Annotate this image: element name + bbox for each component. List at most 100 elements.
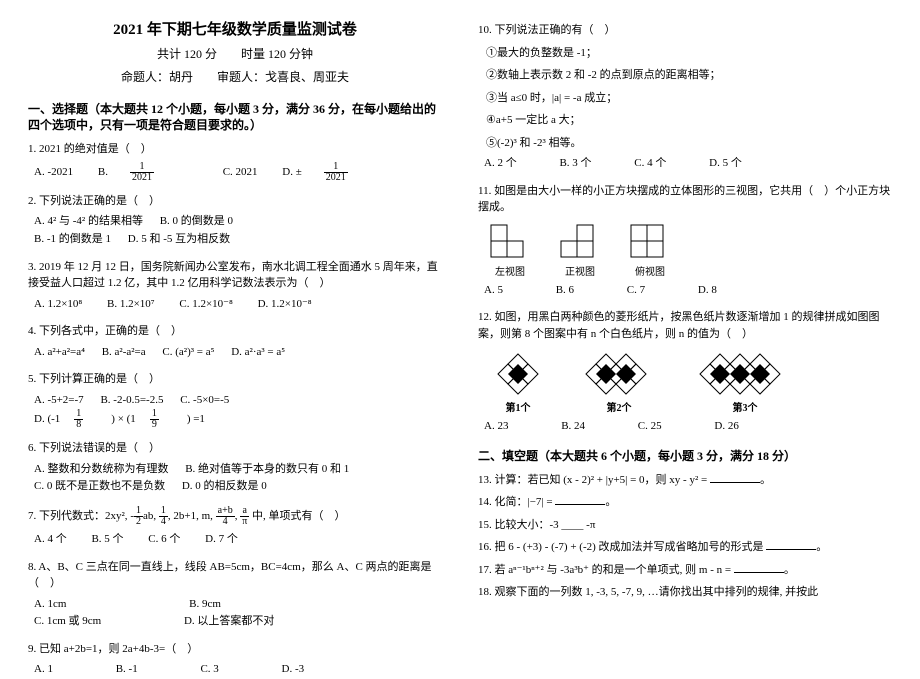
q2-text: 2. 下列说法正确的是（ ）	[28, 193, 442, 210]
q15: 15. 比较大小：-3 ____ -π	[478, 517, 892, 534]
section-1-heading: 一、选择题（本大题共 12 个小题，每小题 3 分，满分 36 分，在每小题给出…	[28, 101, 442, 133]
q8-D: D. 以上答案都不对	[184, 613, 274, 631]
q1-D: D. ±12021	[282, 162, 391, 183]
q16: 16. 把 6 - (+3) - (-7) + (-2) 改成加法并写成省略加号…	[478, 539, 892, 556]
view-front: 正视图	[560, 224, 600, 278]
q10-s2: ②数轴上表示数 2 和 -2 的点到原点的距离相等；	[486, 67, 892, 84]
q10-options: A. 2 个 B. 3 个 C. 4 个 D. 5 个	[484, 155, 892, 173]
q3-A: A. 1.2×10⁸	[34, 296, 82, 314]
q10-s1: ①最大的负整数是 -1；	[486, 45, 892, 62]
q12-options: A. 23 B. 24 C. 25 D. 26	[484, 418, 892, 436]
q2-D: D. 5 和 -5 互为相反数	[128, 231, 230, 249]
q1-text: 1. 2021 的绝对值是（ ）	[28, 141, 442, 158]
view-top: 俯视图	[630, 224, 670, 278]
pattern-1-icon	[488, 352, 548, 396]
q6-B: B. 绝对值等于本身的数只有 0 和 1	[185, 461, 349, 479]
q8-options: A. 1cm B. 9cm C. 1cm 或 9cm D. 以上答案都不对	[34, 596, 442, 631]
q7-options: A. 4 个 B. 5 个 C. 6 个 D. 7 个	[34, 531, 442, 549]
q8-A: A. 1cm	[34, 596, 66, 614]
front-view-icon	[560, 224, 600, 258]
page-title: 2021 年下期七年级数学质量监测试卷	[28, 18, 442, 39]
q8-B: B. 9cm	[189, 596, 221, 614]
q3-C: C. 1.2×10⁻⁸	[179, 296, 232, 314]
q3-text: 3. 2019 年 12 月 12 日，国务院新闻办公室发布，南水北调工程全面通…	[28, 259, 442, 292]
q6-options: A. 整数和分数统称为有理数 B. 绝对值等于本身的数只有 0 和 1 C. 0…	[34, 461, 442, 496]
q7-A: A. 4 个	[34, 531, 67, 549]
pattern-2: 第2个	[576, 352, 662, 414]
q6-A: A. 整数和分数统称为有理数	[34, 461, 168, 479]
q10-s3: ③当 a≤0 时，|a| = -a 成立；	[486, 90, 892, 107]
q10-A: A. 2 个	[484, 155, 517, 173]
q7-B: B. 5 个	[91, 531, 123, 549]
pattern-1: 第1个	[488, 352, 548, 414]
q4-B: B. a²-a²=a	[102, 344, 146, 362]
q10-s4: ④a+5 一定比 a 大；	[486, 112, 892, 129]
q10-C: C. 4 个	[634, 155, 666, 173]
q3-options: A. 1.2×10⁸ B. 1.2×10⁷ C. 1.2×10⁻⁸ D. 1.2…	[34, 296, 442, 314]
view-left: 左视图	[490, 224, 530, 278]
q9-A: A. 1	[34, 661, 53, 679]
q3-D: D. 1.2×10⁻⁸	[258, 296, 312, 314]
q12-C: C. 25	[638, 418, 662, 436]
q10-text: 10. 下列说法正确的有（ ）	[478, 22, 892, 39]
q9-C: C. 3	[200, 661, 218, 679]
q14: 14. 化简：|−7| = 。	[478, 494, 892, 511]
q5-A: A. -5+2=-7	[34, 392, 84, 410]
q11-text: 11. 如图是由大小一样的小正方块摆成的立体图形的三视图，它共用（ ）个小正方块…	[478, 183, 892, 216]
q4-C: C. (a²)³ = a⁵	[162, 344, 214, 362]
credits: 命题人：胡丹 审题人：戈喜良、周亚夫	[28, 68, 442, 85]
q12-figures: 第1个 第2个	[488, 352, 892, 414]
q1-A: A. -2021	[34, 164, 73, 182]
q12-D: D. 26	[714, 418, 738, 436]
q11-D: D. 8	[698, 282, 717, 300]
q11-figures: 左视图 正视图 俯视图	[490, 224, 892, 278]
q4-text: 4. 下列各式中，正确的是（ ）	[28, 323, 442, 340]
q10-s5: ⑤(-2)³ 和 -2³ 相等。	[486, 135, 892, 152]
q1-C: C. 2021	[223, 164, 258, 182]
q2-C: B. -1 的倒数是 1	[34, 231, 111, 249]
q6-C: C. 0 既不是正数也不是负数	[34, 478, 165, 496]
section-2-heading: 二、填空题（本大题共 6 个小题，每小题 3 分，满分 18 分）	[478, 448, 892, 464]
q2-A: A. 4² 与 -4² 的结果相等	[34, 213, 143, 231]
q7-C: C. 6 个	[148, 531, 180, 549]
subtitle: 共计 120 分 时量 120 分钟	[28, 45, 442, 62]
q9-text: 9. 已知 a+2b=1，则 2a+4b-3=（ ）	[28, 641, 442, 658]
q9-options: A. 1 B. -1 C. 3 D. -3	[34, 661, 442, 679]
q4-options: A. a²+a²=a⁴ B. a²-a²=a C. (a²)³ = a⁵ D. …	[34, 344, 442, 362]
q10-B: B. 3 个	[559, 155, 591, 173]
q2-options: A. 4² 与 -4² 的结果相等 B. 0 的倒数是 0 B. -1 的倒数是…	[34, 213, 442, 248]
q11-C: C. 7	[627, 282, 645, 300]
top-view-icon	[630, 224, 670, 258]
q5-B: B. -2-0.5=-2.5	[100, 392, 163, 410]
q6-text: 6. 下列说法错误的是（ ）	[28, 440, 442, 457]
left-view-icon	[490, 224, 530, 258]
q17: 17. 若 aⁿ⁻¹bⁿ⁺² 与 -3a³b⁺ 的和是一个单项式, 则 m - …	[478, 562, 892, 579]
q5-options: A. -5+2=-7 B. -2-0.5=-2.5 C. -5×0=-5 D. …	[34, 392, 442, 431]
q5-D: D. (-118) × (119) =1	[34, 409, 219, 430]
q4-D: D. a²·a³ = a⁵	[231, 344, 285, 362]
q11-B: B. 6	[556, 282, 574, 300]
q4-A: A. a²+a²=a⁴	[34, 344, 85, 362]
q3-B: B. 1.2×10⁷	[107, 296, 155, 314]
q18: 18. 观察下面的一列数 1, -3, 5, -7, 9, …请你找出其中排列的…	[478, 584, 892, 601]
q1-B: B. 12021	[98, 162, 198, 183]
pattern-2-icon	[576, 352, 662, 396]
q12-A: A. 23	[484, 418, 508, 436]
pattern-3-icon	[690, 352, 800, 396]
q7-text: 7. 下列代数式：2xy², -12ab, 14, 2b+1, m, a+b4,…	[28, 506, 442, 527]
q13: 13. 计算：若已知 (x - 2)² + |y+5| = 0，则 xy - y…	[478, 472, 892, 489]
q8-text: 8. A、B、C 三点在同一直线上，线段 AB=5cm，BC=4cm，那么 A、…	[28, 559, 442, 592]
q11-options: A. 5 B. 6 C. 7 D. 8	[484, 282, 892, 300]
q8-C: C. 1cm 或 9cm	[34, 613, 101, 631]
pattern-3: 第3个	[690, 352, 800, 414]
q12-B: B. 24	[561, 418, 585, 436]
q11-A: A. 5	[484, 282, 503, 300]
q10-D: D. 5 个	[709, 155, 742, 173]
q5-text: 5. 下列计算正确的是（ ）	[28, 371, 442, 388]
q2-B: B. 0 的倒数是 0	[160, 213, 233, 231]
q7-D: D. 7 个	[205, 531, 238, 549]
q12-text: 12. 如图，用黑白两种颜色的菱形纸片，按黑色纸片数逐渐增加 1 的规律拼成如图…	[478, 309, 892, 342]
q1-options: A. -2021 B. 12021 C. 2021 D. ±12021	[34, 162, 442, 183]
q6-D: D. 0 的相反数是 0	[182, 478, 267, 496]
q5-C: C. -5×0=-5	[180, 392, 229, 410]
